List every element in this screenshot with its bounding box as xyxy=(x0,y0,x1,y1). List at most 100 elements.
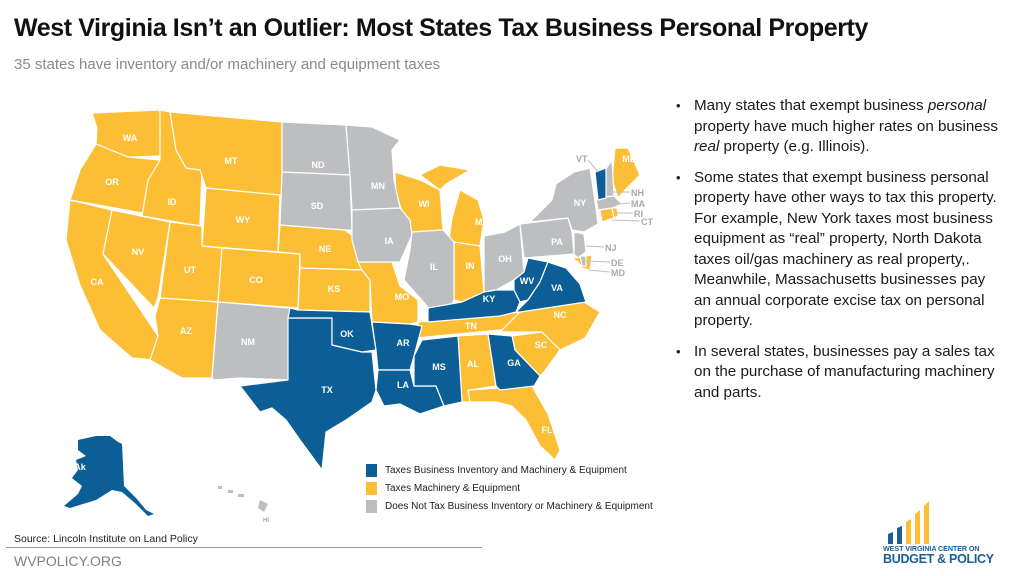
label-de: DE xyxy=(611,258,624,268)
label-ia: IA xyxy=(385,236,395,246)
label-nj: NJ xyxy=(605,243,617,253)
label-nc: NC xyxy=(554,310,567,320)
state-ia xyxy=(351,207,413,263)
state-nv xyxy=(102,209,171,309)
bullet-item: • In several states, businesses pay a sa… xyxy=(676,342,1006,404)
bullet-text: Some states that exempt business persona… xyxy=(694,168,997,330)
label-id: ID xyxy=(168,197,178,207)
bullet-text: In several states, businesses pay a sale… xyxy=(694,342,995,401)
label-mn: MN xyxy=(371,181,385,191)
label-ar: AR xyxy=(397,338,410,348)
state-az xyxy=(149,297,219,379)
legend-label: Taxes Machinery & Equipment xyxy=(385,483,521,494)
state-ks xyxy=(297,267,371,313)
label-sc: SC xyxy=(535,340,548,350)
label-vt: VT xyxy=(576,154,588,164)
state-mo xyxy=(357,261,419,325)
label-ak: Ak xyxy=(74,462,86,472)
label-in: IN xyxy=(466,261,475,271)
bullet-item: • Some states that exempt business perso… xyxy=(676,168,1006,332)
logo-text-line1: WEST VIRGINIA CENTER ON xyxy=(883,544,980,553)
state-hi xyxy=(218,486,268,512)
state-ar xyxy=(371,321,423,371)
label-il: IL xyxy=(430,262,439,272)
state-vt xyxy=(594,167,607,201)
label-mo: MO xyxy=(395,292,410,302)
page-title: West Virginia Isn’t an Outlier: Most Sta… xyxy=(14,14,868,42)
bullet-item: • Many states that exempt business perso… xyxy=(676,96,1006,158)
label-mt: MT xyxy=(225,156,238,166)
bullet-glyph: • xyxy=(676,169,681,185)
label-al: AL xyxy=(467,359,479,369)
label-wi: WI xyxy=(419,199,430,209)
label-az: AZ xyxy=(180,326,192,336)
state-ak xyxy=(64,436,154,516)
label-nh: NH xyxy=(631,188,644,198)
state-nc xyxy=(499,301,601,351)
label-sd: SD xyxy=(311,201,324,211)
label-nd: ND xyxy=(312,160,325,170)
label-co: CO xyxy=(249,275,263,285)
bullet-glyph: • xyxy=(676,98,681,113)
legend-swatch-yellow xyxy=(366,482,377,495)
map-legend: Taxes Business Inventory and Machinery &… xyxy=(366,462,653,516)
legend-label: Does Not Tax Business Inventory or Machi… xyxy=(385,501,653,512)
label-tx: TX xyxy=(321,385,333,395)
label-va: VA xyxy=(551,283,563,293)
label-ca: CA xyxy=(91,277,104,287)
state-nj xyxy=(573,231,587,259)
state-mn xyxy=(345,124,401,211)
state-va xyxy=(515,261,587,313)
label-wy: WY xyxy=(236,215,251,225)
state-pa xyxy=(519,217,575,259)
state-ga xyxy=(487,333,541,391)
legend-swatch-gray xyxy=(366,500,377,513)
bullet-list: • Many states that exempt business perso… xyxy=(676,96,1006,413)
label-oh: OH xyxy=(498,254,512,264)
label-ks: KS xyxy=(328,284,341,294)
label-wa: WA xyxy=(123,133,138,143)
label-ga: GA xyxy=(507,358,521,368)
label-ne: NE xyxy=(319,244,332,254)
state-ok xyxy=(287,307,377,353)
legend-label: Taxes Business Inventory and Machinery &… xyxy=(385,465,627,476)
state-ny xyxy=(529,167,599,233)
legend-swatch-blue xyxy=(366,464,377,477)
label-nm: NM xyxy=(241,337,255,347)
label-md: MD xyxy=(611,268,625,278)
label-ct: CT xyxy=(641,217,653,227)
label-ny: NY xyxy=(574,198,587,208)
state-de xyxy=(579,255,587,267)
label-hi: HI xyxy=(263,518,269,524)
label-me: ME xyxy=(622,154,636,164)
label-ok: OK xyxy=(340,329,354,339)
bullet-text: Many states that exempt business persona… xyxy=(694,97,998,155)
label-la: LA xyxy=(397,380,409,390)
logo-text-line2: BUDGET & POLICY xyxy=(883,552,994,566)
legend-item-inventory-and-me: Taxes Business Inventory and Machinery &… xyxy=(366,462,653,479)
label-ma: MA xyxy=(631,199,645,209)
label-fl: FL xyxy=(542,425,553,435)
footer-divider xyxy=(6,547,482,548)
bar-chart-logo-icon xyxy=(888,501,929,544)
state-sd xyxy=(279,171,353,231)
label-ky: KY xyxy=(483,294,496,304)
state-ms xyxy=(413,335,463,407)
label-tn: TN xyxy=(465,321,477,331)
label-mi: MI xyxy=(475,217,485,227)
state-fl xyxy=(467,385,561,461)
state-la xyxy=(375,369,445,415)
label-nv: NV xyxy=(132,247,145,257)
label-ri: RI xyxy=(634,209,643,219)
label-ut: UT xyxy=(184,265,196,275)
bullet-glyph: • xyxy=(676,343,681,359)
label-pa: PA xyxy=(551,237,563,247)
state-ma xyxy=(595,195,623,211)
page-subtitle: 35 states have inventory and/or machiner… xyxy=(14,56,441,73)
label-or: OR xyxy=(105,177,119,187)
source-note: Source: Lincoln Institute on Land Policy xyxy=(14,533,198,545)
legend-item-me-only: Taxes Machinery & Equipment xyxy=(366,480,653,497)
state-ri xyxy=(611,207,619,219)
label-ms: MS xyxy=(432,362,446,372)
